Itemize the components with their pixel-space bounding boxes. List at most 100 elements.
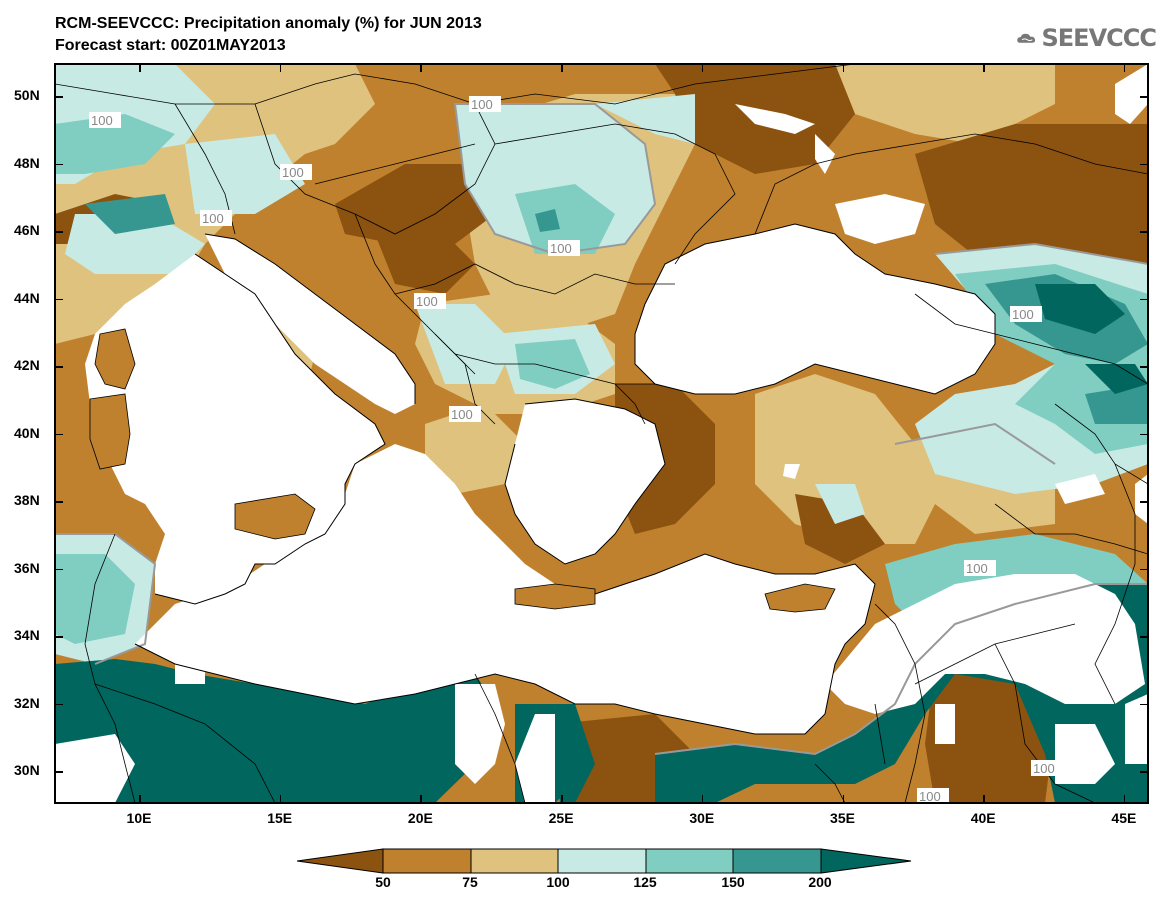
contour-label-box	[449, 406, 481, 422]
colorbar-below-50	[297, 848, 384, 874]
latitude-label: 34N	[14, 627, 40, 643]
contour-label-box	[280, 164, 312, 180]
colorbar-75-100	[470, 848, 559, 874]
longitude-tick	[139, 64, 141, 72]
latitude-tick	[1140, 298, 1148, 300]
chart-title: RCM-SEEVCCC: Precipitation anomaly (%) f…	[55, 15, 482, 32]
latitude-tick	[1140, 433, 1148, 435]
longitude-tick	[983, 64, 985, 72]
longitude-tick	[701, 64, 704, 72]
latitude-tick	[55, 501, 63, 503]
contour-label: 100	[471, 97, 493, 112]
corsica	[94, 328, 136, 390]
latitude-tick	[55, 366, 63, 368]
crete	[514, 583, 596, 610]
longitude-label: 30E	[689, 810, 715, 826]
contour-label-box	[1010, 306, 1042, 322]
contour-lines-100	[55, 103, 1148, 756]
contour-label-box	[964, 560, 996, 576]
latitude-tick	[1140, 366, 1148, 368]
sea-and-missing	[55, 64, 1148, 803]
colorbar-100-125	[557, 848, 647, 874]
longitude-tick	[420, 64, 422, 72]
latitude-tick	[1140, 636, 1148, 638]
longitude-tick	[420, 795, 422, 803]
sardinia	[89, 393, 131, 470]
contour-label: 100	[1012, 307, 1034, 322]
colorbar-50-75	[382, 848, 472, 874]
latitude-label: 36N	[14, 559, 40, 576]
latitude-label: 32N	[14, 694, 40, 711]
sicily	[234, 493, 316, 540]
contour-label: 100	[919, 789, 941, 803]
contour-label-box	[548, 240, 580, 256]
contour-label-box	[469, 96, 501, 112]
colorbar-label: 125	[633, 874, 657, 890]
latitude-tick	[1140, 96, 1148, 98]
contour-label: 100	[1033, 761, 1055, 776]
contour-label-box	[200, 210, 232, 226]
islands	[89, 328, 836, 613]
logo-text: SEEVCCC	[1041, 24, 1157, 52]
latitude-label: 38N	[14, 492, 40, 508]
colorbar-label: 75	[462, 874, 478, 890]
longitude-tick	[701, 795, 704, 803]
latitude-label: 46N	[14, 222, 40, 238]
longitude-tick	[842, 795, 844, 803]
coastlines	[134, 223, 996, 735]
contour-label: 100	[966, 561, 988, 576]
longitude-tick	[1123, 795, 1126, 803]
seevccc-logo: SEEVCCC	[1016, 20, 1157, 56]
cloud-icon	[1017, 33, 1036, 43]
longitude-tick	[279, 795, 282, 803]
latitude-tick	[1140, 703, 1148, 705]
latitude-tick	[55, 636, 63, 638]
contour-label-box	[89, 112, 121, 128]
colorbar	[297, 848, 912, 874]
colorbar-125-150	[645, 848, 734, 874]
colorbar-150-200	[732, 848, 822, 874]
longitude-label: 20E	[407, 810, 433, 826]
contour-label: 100	[202, 211, 224, 226]
latitude-label: 40N	[14, 424, 40, 441]
contour-label-box	[1031, 760, 1063, 776]
longitude-tick	[983, 795, 985, 803]
latitude-tick	[1140, 501, 1148, 503]
latitude-label: 44N	[14, 289, 40, 306]
contour-labels: 100 100 100 100 100 100 100 100 100 100 …	[89, 96, 1063, 803]
latitude-tick	[55, 231, 63, 233]
colorbar-label: 150	[721, 874, 745, 890]
latitude-tick	[1140, 231, 1148, 233]
colorbar-above-200	[820, 848, 912, 874]
colorbar-label: 100	[546, 874, 570, 890]
longitude-tick	[279, 64, 282, 72]
contour-label: 100	[416, 294, 438, 309]
map-canvas: 100 100 100 100 100 100 100 100 100 100 …	[55, 64, 1148, 803]
latitude-tick	[1140, 771, 1148, 773]
contour-label: 100	[451, 407, 473, 422]
latitude-label: 48N	[14, 154, 40, 171]
latitude-label: 42N	[14, 357, 40, 373]
latitude-tick	[55, 771, 63, 773]
longitude-tick	[842, 64, 844, 72]
latitude-tick	[55, 703, 63, 705]
contour-label-box	[414, 293, 446, 309]
chart-subtitle: Forecast start: 00Z01MAY2013	[55, 37, 286, 54]
colorbar-label: 50	[375, 874, 391, 890]
precipitation-anomaly-map: 100 100 100 100 100 100 100 100 100 100 …	[54, 63, 1149, 804]
longitude-label: 35E	[830, 810, 855, 826]
colorbar-label: 200	[808, 874, 832, 890]
contour-label: 100	[550, 241, 572, 256]
latitude-tick	[55, 298, 63, 300]
latitude-tick	[55, 568, 63, 570]
cyprus	[764, 583, 836, 613]
contour-label: 100	[91, 113, 113, 128]
longitude-label: 45E	[1111, 810, 1137, 826]
longitude-tick	[561, 64, 563, 72]
latitude-tick	[1140, 568, 1148, 570]
contour-label-box	[917, 788, 949, 803]
latitude-label: 50N	[14, 87, 40, 103]
latitude-tick	[1140, 163, 1148, 165]
longitude-tick	[139, 795, 141, 803]
contour-label: 100	[282, 165, 304, 180]
